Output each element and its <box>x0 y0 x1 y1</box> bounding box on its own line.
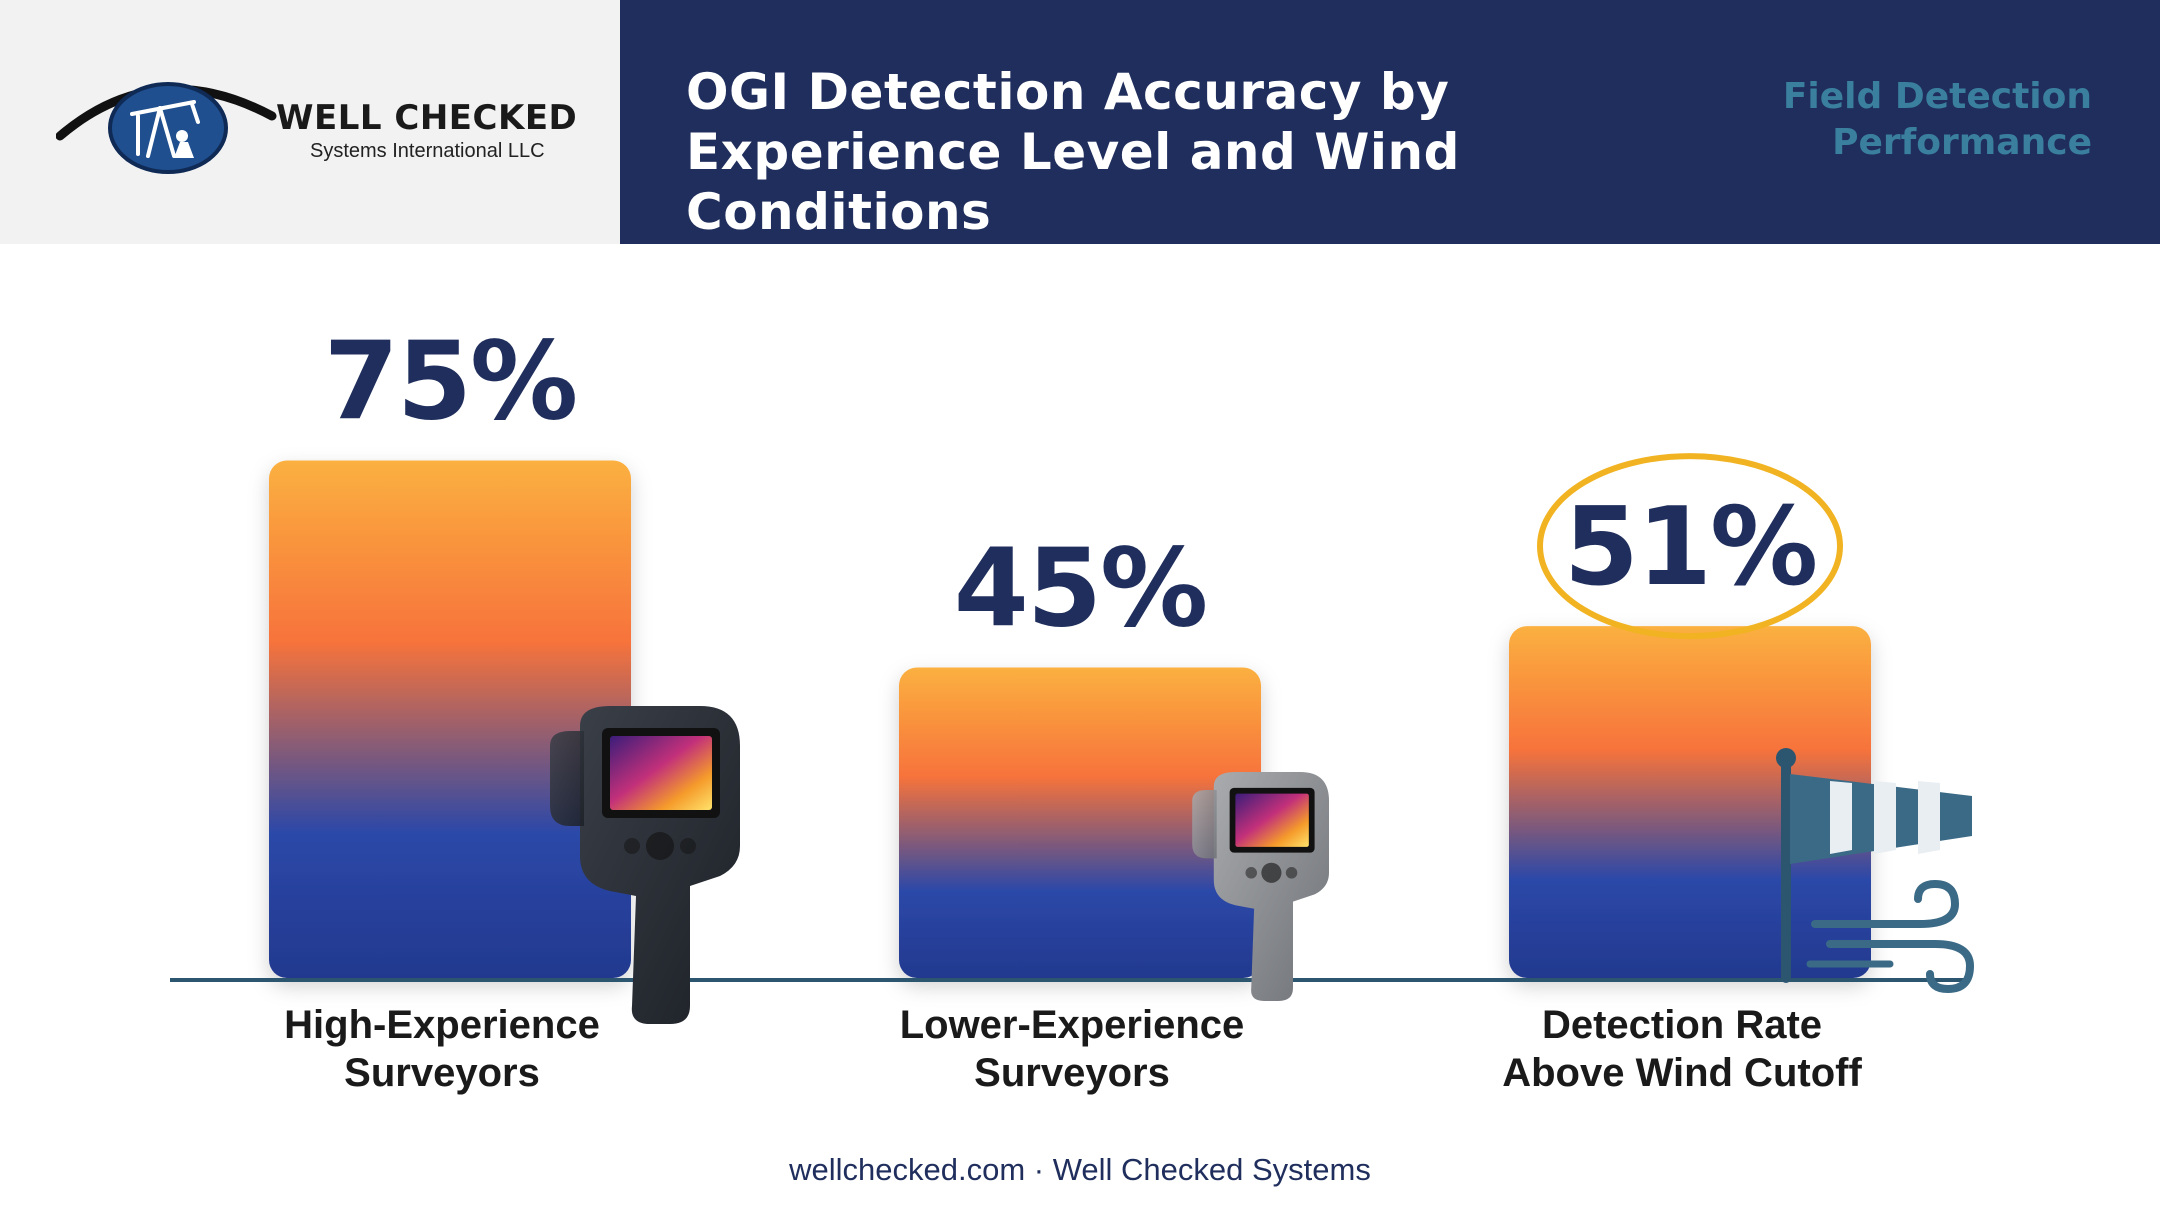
well-checked-logo-icon <box>56 82 277 174</box>
category-label-detection-rate-above-wind-cutoff: Detection Rate Above Wind Cutoff <box>1502 1003 1862 1095</box>
footer-text: wellchecked.com · Well Checked Systems <box>789 1152 1371 1187</box>
logo-subtitle: Systems International LLC <box>310 140 545 162</box>
value-label-lower-experience-surveyors: 45% <box>954 527 1207 652</box>
logo-panel: WELL CHECKED Systems International LLC <box>0 0 620 244</box>
bar-chart: 75% High-Experience Surveyors 45% Lower-Expe… <box>170 320 1975 1095</box>
chart-title: OGI Detection Accuracy by Experience Lev… <box>686 63 1460 241</box>
thermal-camera-icon <box>550 706 740 1024</box>
value-label-high-experience-surveyors: 75% <box>324 320 577 445</box>
title-panel: OGI Detection Accuracy by Experience Lev… <box>620 0 2160 244</box>
bar-detection-rate-above-wind-cutoff <box>1509 626 1871 978</box>
category-label-high-experience-surveyors: High-Experience Surveyors <box>284 1003 600 1095</box>
bar-high-experience-surveyors <box>269 460 631 978</box>
bar-lower-experience-surveyors <box>899 667 1261 978</box>
thermal-camera-icon <box>1192 772 1329 1001</box>
category-label-lower-experience-surveyors: Lower-Experience Surveyors <box>900 1003 1245 1095</box>
header: WELL CHECKED Systems International LLC O… <box>0 0 2160 244</box>
chart-subtitle: Field Detection Performance <box>1782 76 2092 163</box>
highlight-ring <box>1537 453 1843 640</box>
windsock-icon <box>1776 748 1975 994</box>
logo-name: WELL CHECKED <box>276 98 578 138</box>
value-label-detection-rate-above-wind-cutoff: 51% <box>1564 485 1817 610</box>
